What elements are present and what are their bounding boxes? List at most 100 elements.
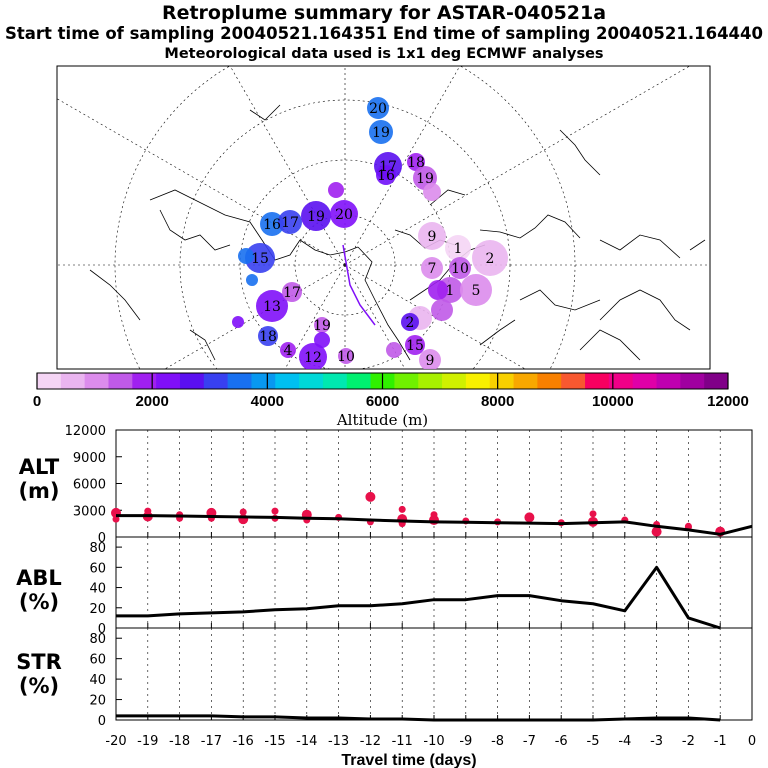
x-tick-label: -9 [459,734,472,749]
plume-cluster-day-label: 19 [307,209,325,225]
coastline [299,239,359,256]
x-tick-label: -7 [523,734,536,749]
x-tick-label: -11 [392,734,413,749]
plume-cluster-circle [418,222,446,250]
plume-cluster-circle [246,274,258,286]
coastline [357,246,411,361]
colorbar-segment [704,373,729,389]
plume-cluster-day-label: 17 [283,285,301,301]
alt-scatter-point [651,526,662,537]
plume-cluster-circle [258,326,278,346]
colorbar-segment [179,373,205,389]
plume-cluster-day-label: 19 [372,125,390,141]
plume-cluster-circle [367,97,389,119]
plume-cluster-day-label: 4 [284,343,293,359]
plume-cluster-day-label: 12 [304,350,322,366]
plume-cluster-circle [256,290,288,322]
coastline [689,239,706,251]
plume-cluster-day-label: 17 [281,215,299,231]
colorbar-tick-label: 2000 [135,393,168,410]
colorbar-segment [680,373,705,389]
alt-scatter-point [589,510,597,518]
colorbar-tick-label: 4000 [251,393,284,410]
colorbar-segment [465,373,491,389]
plume-cluster-circle [314,332,330,348]
plume-cluster-day-label: 10 [451,261,469,277]
x-tick-label: -8 [491,734,504,749]
plume-cluster-circle [238,248,254,264]
colorbar-segment [227,373,252,389]
y-tick-label: 0 [98,531,106,546]
coastline [599,289,691,331]
colorbar-tick-label: 0 [33,393,41,410]
plume-cluster-circle [428,280,448,300]
coastline [159,209,231,251]
plume-cluster-circle [369,120,393,144]
plume-cluster-day-label: 16 [263,217,281,233]
meridian-line [229,66,346,266]
colorbar-segment [322,373,348,389]
series-line-str [116,714,721,722]
plume-cluster-day-label: 15 [251,251,269,267]
y-tick-label: 60 [89,561,106,576]
coastline [559,129,601,176]
alt-scatter-point [524,512,535,523]
plume-cluster-day-label: 20 [369,101,387,117]
colorbar-segment [37,373,62,389]
coastline [249,104,281,121]
colorbar-segment [203,373,229,389]
alt-scatter-point [112,515,120,523]
plume-cluster-circle [280,342,296,358]
alt-scatter-point [684,522,692,530]
alt-scatter-point [429,515,439,526]
plume-cluster-circle [314,317,330,333]
plume-cluster-circle [401,313,419,331]
plume-cluster-circle [460,274,492,306]
plume-cluster-day-label: 5 [472,283,481,299]
plume-cluster-day-label: 19 [416,171,434,187]
x-tick-label: -2 [682,734,695,749]
y-tick-label: 6000 [73,478,106,493]
alt-scatter-point [271,507,279,515]
x-tick-label: -18 [169,734,190,749]
x-tick-label: -12 [360,734,381,749]
coastline [599,234,681,259]
colorbar-segment [84,373,109,389]
sampling-time-line: Start time of sampling 20040521.164351 E… [5,24,763,43]
str-label: STR [16,650,62,674]
plume-cluster-day-label: 9 [426,353,435,369]
plume-cluster-day-label: 18 [407,155,425,171]
x-tick-label: -20 [105,734,126,749]
y-tick-label: 3000 [73,504,106,519]
str-unit: (%) [18,674,60,698]
colorbar-segment [418,373,443,389]
x-tick-label: -4 [618,734,631,749]
plume-cluster-circle [232,316,244,328]
alt-label: ALT [18,455,60,479]
y-tick-label: 60 [89,653,106,668]
colorbar-segment [561,373,586,389]
colorbar-segment [251,373,276,389]
plume-cluster-day-label: 2 [406,315,415,331]
plume-cluster-day-label: 18 [259,329,277,345]
y-tick-label: 20 [89,694,106,709]
colorbar-segment [513,373,538,389]
y-tick-label: 40 [89,673,106,688]
panel-str: 0 20 40 60 80 [89,627,753,729]
colorbar-segment [60,373,86,389]
colorbar-title: Altitude (m) [336,411,428,429]
series-line-abl [116,565,721,630]
x-tick-label: -3 [650,734,663,749]
coastline [519,289,601,311]
coastline [189,329,216,361]
meridian-line [284,264,346,369]
colorbar-tick-label: 12000 [707,393,749,410]
plume-trajectory [342,244,376,326]
plume-cluster-circle [328,182,344,198]
coastline [579,329,641,361]
y-tick-label: 80 [89,632,106,647]
y-tick-label: 9000 [73,451,106,466]
x-tick-label: 0 [748,734,756,749]
plume-cluster-circle [260,212,284,236]
